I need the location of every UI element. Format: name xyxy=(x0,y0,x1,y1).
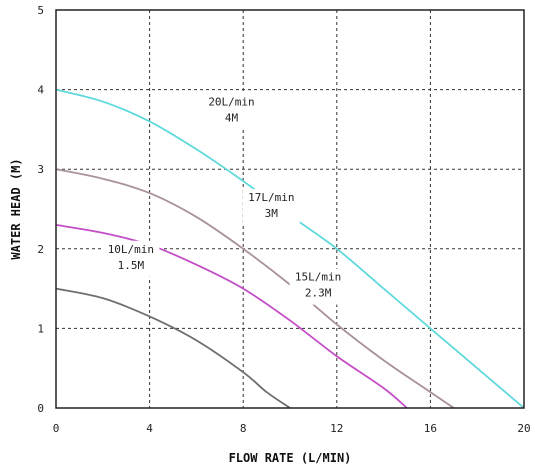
y-tick-label: 5 xyxy=(37,4,44,17)
x-tick-label: 16 xyxy=(424,422,437,435)
y-axis-label: WATER HEAD (M) xyxy=(9,158,23,259)
annotation-text: 4M xyxy=(225,112,239,125)
annotation-text: 20L/min xyxy=(208,96,254,109)
x-tick-label: 12 xyxy=(330,422,343,435)
x-tick-label: 4 xyxy=(146,422,153,435)
y-tick-label: 2 xyxy=(37,243,44,256)
annotation-background xyxy=(242,189,300,226)
y-tick-label: 1 xyxy=(37,322,44,335)
x-tick-label: 0 xyxy=(53,422,60,435)
y-tick-label: 3 xyxy=(37,163,44,176)
annotation-background xyxy=(102,240,160,277)
x-axis-label: FLOW RATE (L/MIN) xyxy=(229,451,352,465)
series-line-3 xyxy=(55,224,408,409)
curve-annotation: 10L/min 1.5M xyxy=(102,240,160,277)
x-tick-label: 20 xyxy=(517,422,530,435)
curve-annotation: 15L/min 2.3M xyxy=(289,268,347,305)
series-line-4 xyxy=(55,287,291,409)
annotation-text: 2.3M xyxy=(305,287,332,300)
annotation-text: 10L/min xyxy=(108,243,154,256)
annotation-background xyxy=(203,93,260,130)
annotation-text: 15L/min xyxy=(295,271,341,284)
annotations-layer: 20L/min 4M 17L/min 3M 15L/min 2.3M 10L/min 1.5M xyxy=(102,93,347,305)
annotation-text: 3M xyxy=(265,207,279,220)
annotation-text: 1.5M xyxy=(118,259,145,272)
annotation-text: 17L/min xyxy=(248,191,294,204)
curve-annotation: 20L/min 4M xyxy=(203,93,260,130)
y-tick-label: 0 xyxy=(37,402,44,415)
curve-annotation: 17L/min 3M xyxy=(242,189,300,226)
annotation-background xyxy=(289,268,347,305)
series-line-2 xyxy=(55,168,455,409)
plot-frame xyxy=(55,9,525,409)
y-tick-label: 4 xyxy=(37,84,44,97)
x-tick-label: 8 xyxy=(240,422,247,435)
